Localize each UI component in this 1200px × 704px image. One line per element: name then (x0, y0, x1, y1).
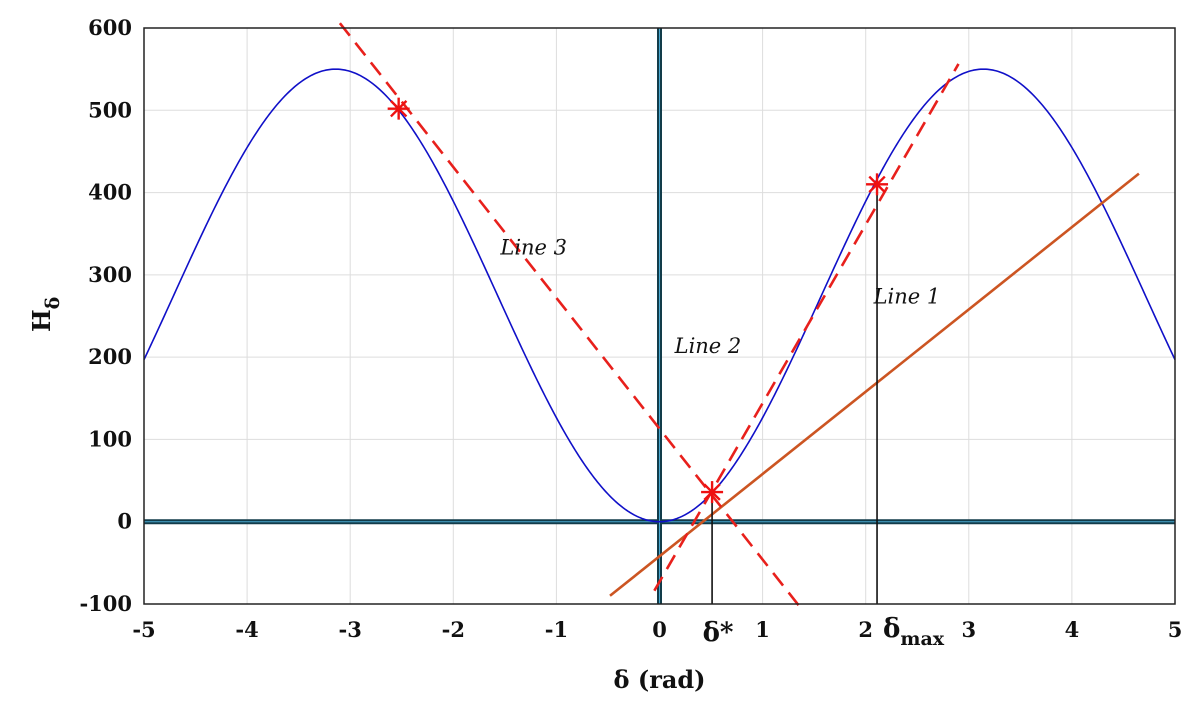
series-group (143, 22, 1176, 607)
x-tick-label: 1 (755, 617, 770, 642)
y-tick-label: 0 (117, 509, 132, 534)
marker-group (387, 97, 889, 504)
plot-frame (143, 27, 1176, 605)
asterisk-marker-0 (387, 97, 410, 120)
line-annotations: Line 3 Line 2 Line 1 (499, 235, 940, 358)
line-annotation: Line 2 (674, 334, 742, 358)
x-tick-label: 4 (1065, 617, 1080, 642)
y-tick-label: 600 (88, 15, 132, 40)
x-tick-labels: -5 -4 -3 -2 -1 0 1 2 3 4 5 (132, 617, 1182, 642)
asterisk-marker-1 (701, 481, 724, 504)
y-tick-label: 500 (88, 97, 132, 122)
x-tick-label: 3 (961, 617, 976, 642)
delta-max-sub: max (900, 628, 944, 650)
delta-star-label: δ* (703, 618, 734, 648)
x-tick-label: 2 (858, 617, 873, 642)
x-tick-label: -1 (545, 617, 568, 642)
delta-max-label: δmax (883, 614, 945, 650)
asterisk-marker-2 (866, 173, 889, 196)
y-tick-labels: -100 0 100 200 300 400 500 600 (79, 15, 132, 616)
x-axis-label: δ (rad) (613, 665, 705, 694)
y-axis-label-sub: δ (42, 297, 64, 310)
zero-axis-lines (144, 28, 1175, 604)
y-tick-label: -100 (79, 591, 132, 616)
x-tick-label: -5 (132, 617, 155, 642)
series-line-2 (653, 63, 960, 592)
y-tick-label: 300 (88, 262, 132, 287)
x-tick-label: -4 (235, 617, 258, 642)
series-curve-0 (143, 68, 1176, 523)
line-annotation: Line 3 (499, 235, 567, 259)
y-axis-label-main: H (27, 309, 56, 332)
x-tick-label: -3 (339, 617, 362, 642)
x-tick-label: 5 (1168, 617, 1183, 642)
y-tick-label: 200 (88, 344, 132, 369)
y-tick-label: 400 (88, 180, 132, 205)
y-tick-label: 100 (88, 426, 132, 451)
x-tick-label: 0 (652, 617, 667, 642)
vertical-drop-lines (711, 184, 878, 604)
delta-max-main: δ (883, 614, 900, 644)
series-line-1 (609, 172, 1140, 597)
x-tick-label: -2 (442, 617, 465, 642)
line-annotation: Line 1 (873, 285, 941, 309)
y-axis-label: Hδ (27, 297, 64, 332)
